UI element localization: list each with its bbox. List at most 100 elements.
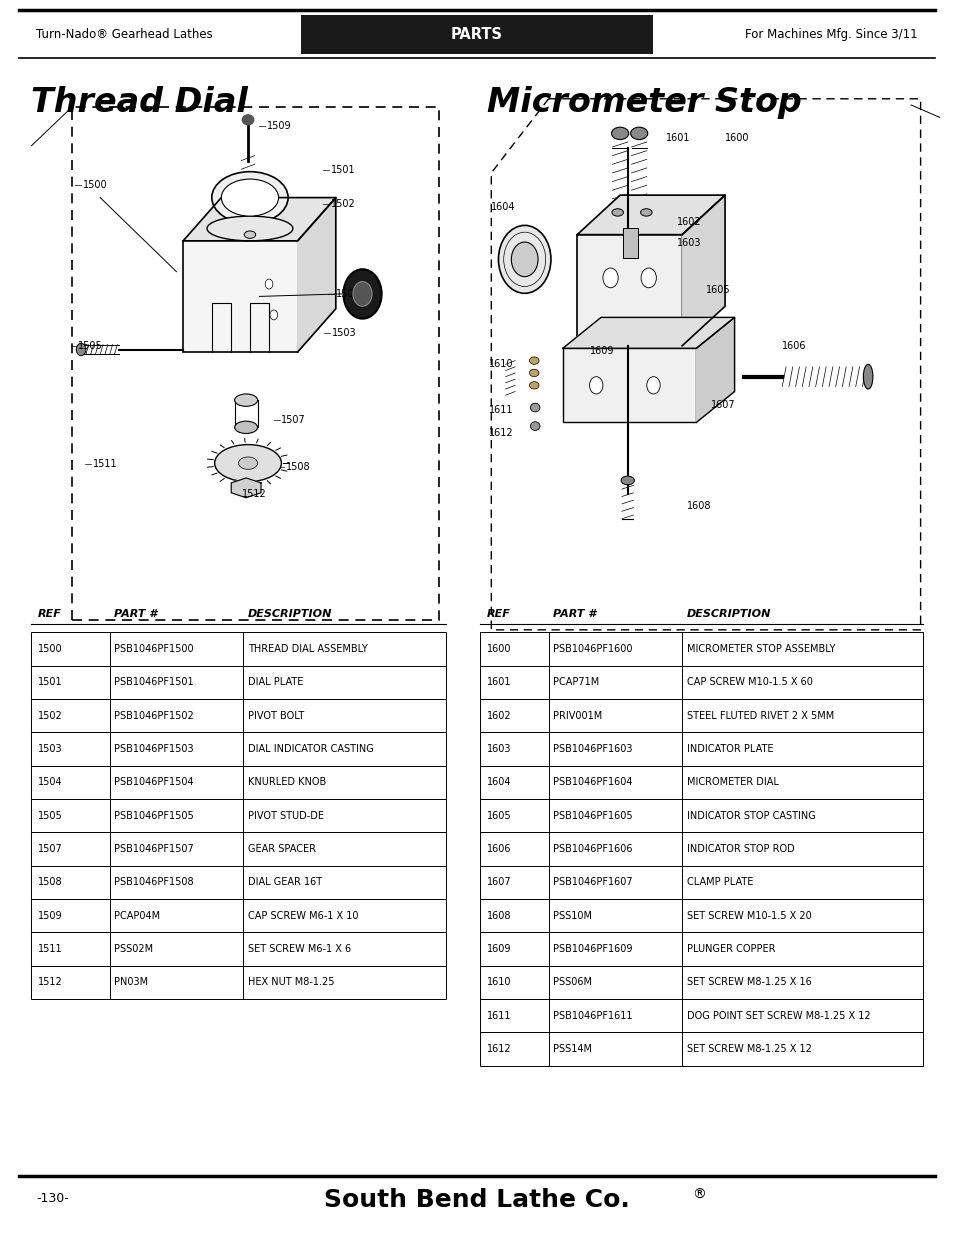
- Text: 1611: 1611: [489, 405, 514, 415]
- Text: PSB1046PF1603: PSB1046PF1603: [553, 743, 632, 755]
- Text: -130-: -130-: [36, 1192, 69, 1205]
- Bar: [71, 107, 438, 620]
- Text: DIAL GEAR 16T: DIAL GEAR 16T: [248, 877, 322, 888]
- Text: 1606: 1606: [781, 341, 806, 351]
- Ellipse shape: [221, 179, 278, 216]
- Text: 1507: 1507: [38, 844, 63, 855]
- Polygon shape: [231, 478, 261, 498]
- Text: PART #: PART #: [114, 609, 157, 619]
- Text: REF: REF: [486, 609, 510, 619]
- Ellipse shape: [511, 242, 537, 277]
- Text: 1610: 1610: [486, 977, 511, 988]
- Bar: [479, 799, 923, 832]
- Bar: [31, 966, 446, 999]
- Text: 1502: 1502: [331, 199, 355, 209]
- Text: HEX NUT M8-1.25: HEX NUT M8-1.25: [248, 977, 335, 988]
- Text: 1609: 1609: [589, 346, 614, 356]
- Ellipse shape: [234, 421, 257, 433]
- Text: DESCRIPTION: DESCRIPTION: [686, 609, 770, 619]
- Text: 1605: 1605: [705, 285, 730, 295]
- Text: PSB1046PF1507: PSB1046PF1507: [114, 844, 194, 855]
- Bar: [31, 799, 446, 832]
- Polygon shape: [681, 195, 724, 346]
- Text: DIAL INDICATOR CASTING: DIAL INDICATOR CASTING: [248, 743, 374, 755]
- Text: 1505: 1505: [38, 810, 63, 821]
- Text: PSS06M: PSS06M: [553, 977, 592, 988]
- Ellipse shape: [530, 403, 539, 412]
- Text: 1500: 1500: [83, 180, 108, 190]
- Text: PSS14M: PSS14M: [553, 1044, 592, 1055]
- Text: PSB1046PF1609: PSB1046PF1609: [553, 944, 632, 955]
- Bar: [31, 766, 446, 799]
- Text: 1600: 1600: [724, 133, 749, 143]
- Text: 1608: 1608: [686, 501, 711, 511]
- Text: SET SCREW M8-1.25 X 16: SET SCREW M8-1.25 X 16: [686, 977, 811, 988]
- Text: PSB1046PF1611: PSB1046PF1611: [553, 1010, 632, 1021]
- Ellipse shape: [343, 269, 381, 319]
- Bar: [183, 241, 297, 352]
- Ellipse shape: [630, 127, 647, 140]
- Bar: [31, 732, 446, 766]
- Text: 1604: 1604: [486, 777, 511, 788]
- Text: DOG POINT SET SCREW M8-1.25 X 12: DOG POINT SET SCREW M8-1.25 X 12: [686, 1010, 869, 1021]
- Ellipse shape: [640, 268, 656, 288]
- Text: 1603: 1603: [677, 238, 701, 248]
- Ellipse shape: [270, 310, 277, 320]
- Text: PSB1046PF1606: PSB1046PF1606: [553, 844, 632, 855]
- Text: 1606: 1606: [486, 844, 511, 855]
- Bar: [31, 832, 446, 866]
- Text: GEAR SPACER: GEAR SPACER: [248, 844, 315, 855]
- Text: 1505: 1505: [78, 341, 103, 351]
- Text: MICROMETER DIAL: MICROMETER DIAL: [686, 777, 778, 788]
- Bar: [479, 966, 923, 999]
- Bar: [479, 832, 923, 866]
- Bar: [479, 899, 923, 932]
- Text: PSB1046PF1503: PSB1046PF1503: [114, 743, 193, 755]
- Text: PIVOT STUD-DE: PIVOT STUD-DE: [248, 810, 324, 821]
- Text: 1512: 1512: [242, 489, 267, 499]
- Ellipse shape: [244, 231, 255, 238]
- Text: PSS02M: PSS02M: [114, 944, 153, 955]
- Ellipse shape: [529, 369, 538, 377]
- Text: STEEL FLUTED RIVET 2 X 5MM: STEEL FLUTED RIVET 2 X 5MM: [686, 710, 833, 721]
- Text: DESCRIPTION: DESCRIPTION: [248, 609, 332, 619]
- Text: CAP SCREW M6-1 X 10: CAP SCREW M6-1 X 10: [248, 910, 358, 921]
- Ellipse shape: [238, 457, 257, 469]
- Text: 1611: 1611: [486, 1010, 511, 1021]
- Text: CAP SCREW M10-1.5 X 60: CAP SCREW M10-1.5 X 60: [686, 677, 812, 688]
- Ellipse shape: [497, 225, 551, 293]
- Text: Turn-Nado® Gearhead Lathes: Turn-Nado® Gearhead Lathes: [36, 28, 213, 41]
- Text: PIVOT BOLT: PIVOT BOLT: [248, 710, 304, 721]
- Text: 1512: 1512: [38, 977, 63, 988]
- Text: PCAP71M: PCAP71M: [553, 677, 598, 688]
- Text: 1508: 1508: [38, 877, 63, 888]
- Text: PSB1046PF1605: PSB1046PF1605: [553, 810, 632, 821]
- Ellipse shape: [265, 279, 273, 289]
- Text: DIAL PLATE: DIAL PLATE: [248, 677, 303, 688]
- Polygon shape: [297, 198, 335, 352]
- Bar: [479, 866, 923, 899]
- Text: 1607: 1607: [486, 877, 511, 888]
- Bar: [31, 666, 446, 699]
- Text: 1601: 1601: [665, 133, 690, 143]
- Bar: [479, 932, 923, 966]
- Ellipse shape: [214, 445, 281, 482]
- Text: SET SCREW M6-1 X 6: SET SCREW M6-1 X 6: [248, 944, 351, 955]
- Ellipse shape: [212, 172, 288, 224]
- Bar: [300, 15, 653, 54]
- Text: 1504: 1504: [335, 289, 360, 299]
- Polygon shape: [183, 198, 335, 241]
- Text: 1610: 1610: [489, 359, 514, 369]
- Text: 1509: 1509: [267, 121, 292, 131]
- Text: 1500: 1500: [38, 643, 63, 655]
- Text: 1612: 1612: [486, 1044, 511, 1055]
- Bar: [479, 766, 923, 799]
- Text: 1612: 1612: [489, 429, 514, 438]
- Bar: [479, 699, 923, 732]
- Bar: [31, 632, 446, 666]
- Ellipse shape: [530, 422, 539, 431]
- Ellipse shape: [862, 364, 872, 389]
- Text: 1609: 1609: [486, 944, 511, 955]
- Text: 1509: 1509: [38, 910, 63, 921]
- Polygon shape: [696, 317, 734, 422]
